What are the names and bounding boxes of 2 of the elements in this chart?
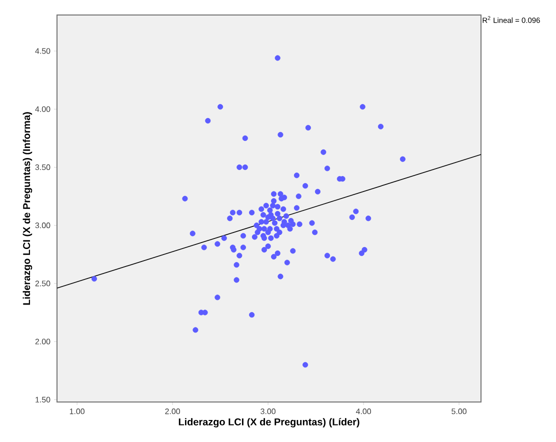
y-axis-title: Liderazgo LCI (X de Preguntas) (Informa): [22, 112, 32, 305]
x-axis-title: Liderazgo LCI (X de Preguntas) (Líder): [178, 418, 360, 428]
